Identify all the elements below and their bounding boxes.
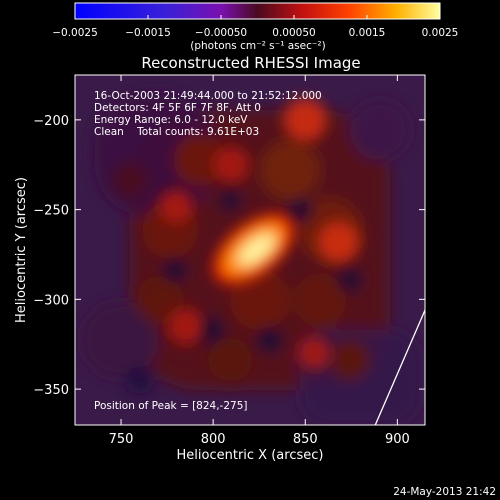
x-tick-label: 750 xyxy=(109,432,134,447)
colorbar-frame xyxy=(74,2,441,20)
colorbar: −0.0025 −0.0015 −0.00050 0.00050 0.0015 0.002… xyxy=(52,2,458,52)
secondary-source xyxy=(317,221,360,263)
colorbar-tick-label: 0.0015 xyxy=(349,27,386,39)
peak-position-label: Position of Peak = [824,-275] xyxy=(94,400,248,412)
annotation-detectors: Detectors: 4F 5F 6F 7F 8F, Att 0 xyxy=(94,102,261,114)
colorbar-tick-label: −0.0015 xyxy=(125,27,171,39)
plot-area xyxy=(75,75,425,425)
solar-limb-line xyxy=(374,309,425,425)
colorbar-tick-label: 0.00050 xyxy=(272,27,315,39)
secondary-source xyxy=(159,188,194,224)
y-tick-label: −200 xyxy=(33,114,69,129)
y-tick-label: −350 xyxy=(33,383,69,398)
annotation-clean-counts: Clean Total counts: 9.61E+03 xyxy=(94,126,259,138)
colorbar-ticks: −0.0025 −0.0015 −0.00050 0.00050 0.0015 0.002… xyxy=(52,15,458,39)
y-axis-label: Heliocentric Y (arcsec) xyxy=(14,177,29,323)
colorbar-tick-label: −0.0025 xyxy=(52,27,98,39)
secondary-source xyxy=(167,307,204,345)
secondary-source xyxy=(283,97,328,142)
x-tick-label: 800 xyxy=(201,432,226,447)
x-tick-label: 850 xyxy=(293,432,318,447)
peak-source-core xyxy=(238,233,275,266)
axes: 750 800 850 900 −200 −250 −300 −350 xyxy=(33,75,425,447)
annotation-energy-range: Energy Range: 6.0 - 12.0 keV xyxy=(94,114,248,126)
y-tick-label: −250 xyxy=(33,204,69,219)
footer-timestamp: 24-May-2013 21:42 xyxy=(393,486,496,498)
plot-frame xyxy=(74,74,426,426)
sources-layer xyxy=(159,97,360,371)
x-tick-label: 900 xyxy=(385,432,410,447)
annotation-time-range: 16-Oct-2003 21:49:44.000 to 21:52:12.000 xyxy=(94,90,322,102)
colorbar-tick-label: 0.0025 xyxy=(422,27,459,39)
chart-title: Reconstructed RHESSI Image xyxy=(141,54,360,72)
secondary-source xyxy=(297,336,332,371)
colorbar-tick-label: −0.00050 xyxy=(195,27,247,39)
colorbar-units: (photons cm⁻² s⁻¹ asec⁻²) xyxy=(190,40,325,52)
colorbar-fill xyxy=(75,3,440,19)
y-tick-label: −300 xyxy=(33,293,69,308)
secondary-source xyxy=(213,146,250,184)
x-axis-label: Heliocentric X (arcsec) xyxy=(177,448,324,463)
annotation-block: 16-Oct-2003 21:49:44.000 to 21:52:12.000… xyxy=(94,90,322,138)
